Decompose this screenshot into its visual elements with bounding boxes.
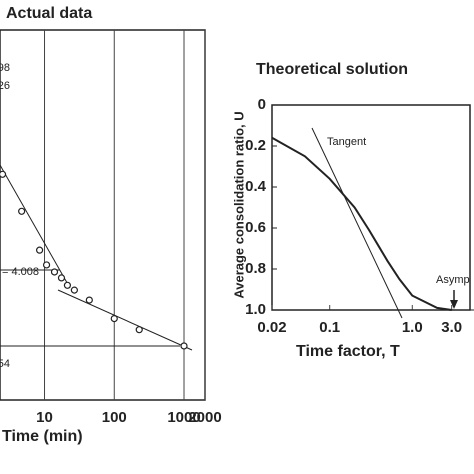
curve <box>271 136 452 311</box>
guide-line <box>0 164 71 289</box>
arrow-head <box>450 300 458 309</box>
tangent-line <box>311 127 403 319</box>
annotation: 98 <box>0 62 10 74</box>
data-point <box>85 296 93 304</box>
data-point <box>110 315 118 323</box>
data-point <box>0 170 7 178</box>
data-point <box>57 274 66 282</box>
left-x-label: Time (min) <box>2 428 83 445</box>
annotation: 26 <box>0 80 10 92</box>
guide-line <box>57 289 193 351</box>
right-x-label: Time factor, T <box>296 343 400 360</box>
data-point <box>35 246 44 254</box>
y-tick-label: 1.0 <box>245 301 266 318</box>
data-point <box>18 207 26 215</box>
x-tick-label: 1000 <box>167 409 200 426</box>
right-y-label: Average consolidation ratio, U <box>231 111 246 298</box>
data-point <box>135 326 143 334</box>
annotation: Tangent <box>327 136 366 148</box>
annotation: Asymp <box>436 274 470 286</box>
data-point <box>63 281 72 289</box>
data-point <box>50 268 59 276</box>
y-tick-label: 0.4 <box>245 178 267 195</box>
right-title: Theoretical solution <box>256 61 408 78</box>
data-point <box>42 261 51 269</box>
x-tick-label: 2000 <box>188 409 221 426</box>
x-tick-label: 10 <box>36 409 53 426</box>
y-tick-label: 0.6 <box>245 219 266 236</box>
data-point <box>180 342 188 350</box>
left-title: Actual data <box>6 5 92 22</box>
x-tick-label: 0.1 <box>319 319 340 336</box>
x-tick-label: 1.0 <box>402 319 423 336</box>
data-point <box>70 286 78 294</box>
x-tick-label: 100 <box>102 409 127 426</box>
plot-frame <box>0 29 206 401</box>
x-tick-label: 3.0 <box>441 319 462 336</box>
annotation: = 4.008 <box>2 266 39 278</box>
y-tick-label: 0 <box>258 96 266 113</box>
y-tick-label: 0.2 <box>245 137 266 154</box>
x-tick-label: 0.02 <box>257 319 286 336</box>
y-tick-label: 0.8 <box>245 260 266 277</box>
annotation: 54 <box>0 358 10 370</box>
